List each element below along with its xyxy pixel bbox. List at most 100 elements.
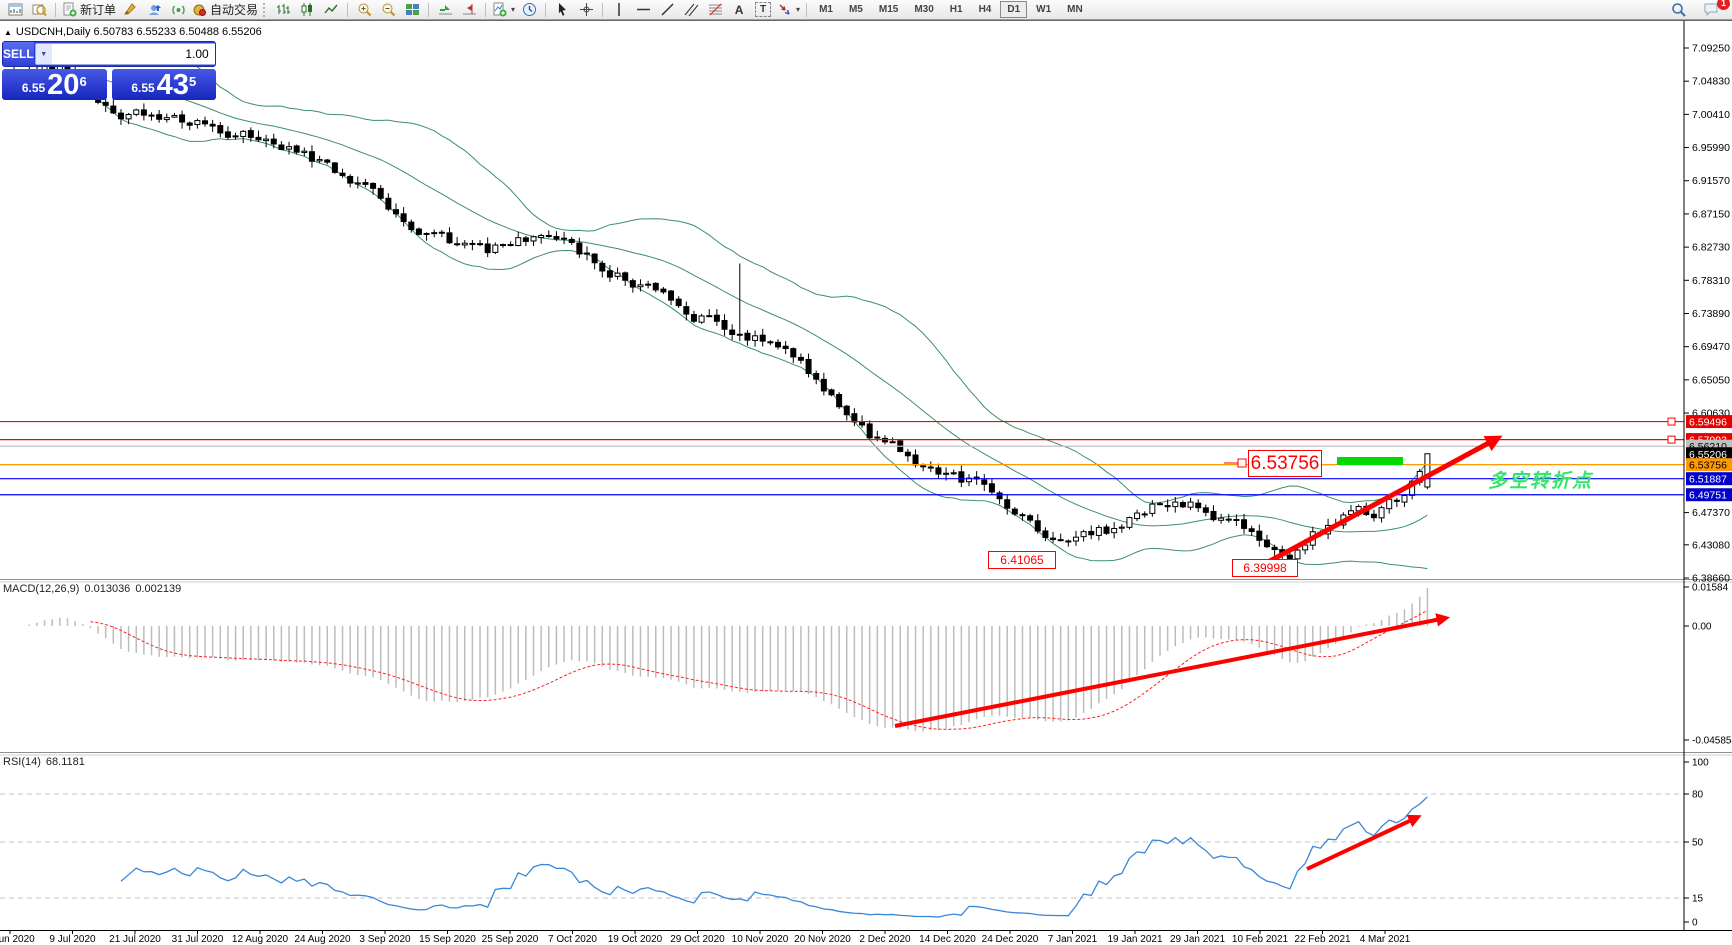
svg-text:7.04830: 7.04830 — [1692, 76, 1730, 88]
text-label-glyph: T — [755, 2, 772, 17]
trendline-tool-button[interactable] — [655, 1, 679, 19]
svg-text:-0.045854: -0.045854 — [1692, 736, 1732, 747]
macd-value-2: 0.002139 — [135, 583, 182, 595]
svg-text:25 Sep 2020: 25 Sep 2020 — [482, 934, 539, 945]
price-annotation-653756[interactable]: 6.53756 — [1248, 450, 1322, 477]
svg-text:20 Nov 2020: 20 Nov 2020 — [794, 934, 851, 945]
svg-text:10 Nov 2020: 10 Nov 2020 — [732, 934, 789, 945]
svg-text:6.87150: 6.87150 — [1692, 208, 1730, 220]
svg-text:6.49751: 6.49751 — [1689, 490, 1727, 502]
publish-button[interactable] — [142, 1, 166, 19]
timeframe-button-M15[interactable]: M15 — [878, 4, 899, 15]
chart-title: ▲ USDCNH,Daily 6.50783 6.55233 6.50488 6… — [4, 26, 262, 38]
fibonacci-tool-button[interactable] — [703, 1, 727, 19]
svg-text:6.78310: 6.78310 — [1692, 275, 1730, 287]
chat-icon[interactable]: 1 — [1699, 0, 1730, 19]
sell-button[interactable]: SELL — [3, 42, 34, 66]
price-annotation-639998[interactable]: 6.39998 — [1232, 559, 1298, 577]
volume-control: ▼ ▲ — [34, 43, 215, 65]
rsi-value: 68.1181 — [45, 756, 85, 768]
volume-decrease-button[interactable]: ▼ — [35, 44, 52, 64]
vertical-line-tool-button[interactable] — [607, 1, 631, 19]
svg-text:7 Jan 2021: 7 Jan 2021 — [1048, 934, 1098, 945]
timeframe-button-H1[interactable]: H1 — [949, 4, 963, 15]
svg-text:6.43080: 6.43080 — [1692, 539, 1730, 551]
turning-point-text[interactable]: 多空转折点 — [1488, 471, 1594, 492]
candlestick-chart-type-button[interactable] — [295, 1, 319, 19]
svg-text:6.47370: 6.47370 — [1692, 507, 1730, 519]
autotrading-button[interactable]: 自动交易 — [190, 1, 260, 19]
zoom-out-button[interactable] — [376, 1, 400, 19]
svg-text:31 Jul 2020: 31 Jul 2020 — [172, 934, 224, 945]
sell-price-button[interactable]: 6.55 20 6 — [2, 69, 107, 100]
chart-shift-button[interactable] — [457, 1, 481, 19]
timeframe-button-M30[interactable]: M30 — [914, 4, 934, 15]
timeframe-button-D1[interactable]: D1 — [1000, 1, 1028, 18]
timeframe-button-MN[interactable]: MN — [1067, 4, 1083, 15]
periods-button[interactable] — [517, 1, 541, 19]
text-label-tool-button[interactable]: T — [751, 1, 775, 19]
svg-text:50: 50 — [1692, 838, 1704, 849]
bar-chart-type-button[interactable] — [271, 1, 295, 19]
sell-price-small: 6.55 — [21, 81, 46, 95]
svg-text:7.00410: 7.00410 — [1692, 109, 1730, 121]
svg-text:15 Sep 2020: 15 Sep 2020 — [419, 934, 476, 945]
buy-price-sup: 5 — [188, 74, 197, 89]
autotrading-label: 自动交易 — [210, 3, 259, 17]
zoom-in-button[interactable] — [352, 1, 376, 19]
metaeditor-crayon-icon[interactable] — [118, 1, 142, 19]
signals-button[interactable] — [166, 1, 190, 19]
svg-text:6.73890: 6.73890 — [1692, 308, 1730, 320]
timeframe-button-M5[interactable]: M5 — [848, 4, 863, 15]
new-order-label: 新订单 — [80, 3, 117, 17]
profiles-button[interactable] — [27, 1, 51, 19]
svg-text:2 Dec 2020: 2 Dec 2020 — [859, 934, 911, 945]
svg-text:19 Jan 2021: 19 Jan 2021 — [1107, 934, 1162, 945]
symbol-ohlc-text: USDCNH,Daily 6.50783 6.55233 6.50488 6.5… — [15, 26, 262, 38]
svg-text:24 Aug 2020: 24 Aug 2020 — [294, 934, 351, 945]
svg-text:6.55206: 6.55206 — [1689, 449, 1727, 461]
svg-text:22 Feb 2021: 22 Feb 2021 — [1294, 934, 1351, 945]
equidistant-channel-tool-button[interactable] — [679, 1, 703, 19]
svg-text:24 Dec 2020: 24 Dec 2020 — [982, 934, 1039, 945]
line-chart-type-button[interactable] — [319, 1, 343, 19]
text-tool-button[interactable]: A — [727, 1, 751, 19]
buy-price-big: 43 — [156, 69, 189, 101]
buy-price-small: 6.55 — [131, 81, 155, 95]
symbol-marker-icon: ▲ — [4, 27, 12, 37]
indicators-button[interactable]: ▾ — [490, 1, 517, 19]
macd-indicator-label: MACD(12,26,9) 0.013036 0.002139 — [3, 583, 186, 595]
svg-text:6.91570: 6.91570 — [1692, 175, 1730, 187]
rsi-name: RSI(14) — [3, 756, 41, 768]
timeframe-button-M1[interactable]: M1 — [819, 4, 833, 15]
arrows-tool-button[interactable]: ▾ — [775, 1, 802, 19]
svg-text:29 Jan 2021: 29 Jan 2021 — [1170, 934, 1225, 945]
macd-name: MACD(12,26,9) — [3, 583, 80, 595]
search-icon[interactable] — [1667, 1, 1691, 19]
buy-price-button[interactable]: 6.55 43 5 — [111, 69, 216, 101]
svg-text:6.53756: 6.53756 — [1689, 460, 1727, 472]
sell-price-sup: 6 — [79, 74, 87, 89]
svg-text:6.95990: 6.95990 — [1692, 142, 1730, 154]
svg-text:15: 15 — [1692, 894, 1704, 905]
notification-badge: 1 — [1717, 0, 1730, 10]
text-tool-glyph: A — [734, 2, 744, 17]
auto-scroll-button[interactable] — [433, 1, 457, 19]
toolbar: 新订单 自动交易 ▾ A T ▾ M1 M5 M — [0, 0, 1732, 20]
svg-text:6.59496: 6.59496 — [1689, 417, 1727, 429]
svg-text:4 Mar 2021: 4 Mar 2021 — [1360, 934, 1411, 945]
price-annotation-641065[interactable]: 6.41065 — [988, 551, 1056, 569]
svg-text:12 Aug 2020: 12 Aug 2020 — [232, 934, 289, 945]
macd-value-1: 0.013036 — [84, 583, 131, 595]
horizontal-line-tool-button[interactable] — [631, 1, 655, 19]
volume-input[interactable] — [51, 44, 215, 64]
new-order-button[interactable]: 新订单 — [60, 1, 118, 19]
timeframe-button-W1[interactable]: W1 — [1036, 4, 1052, 15]
cursor-tool-button[interactable] — [550, 1, 574, 19]
timeframe-button-H4[interactable]: H4 — [978, 4, 992, 15]
crosshair-tool-button[interactable] — [574, 1, 598, 19]
svg-text:21 Jul 2020: 21 Jul 2020 — [109, 934, 161, 945]
new-chart-button[interactable] — [3, 1, 27, 19]
tile-windows-button[interactable] — [400, 1, 424, 19]
